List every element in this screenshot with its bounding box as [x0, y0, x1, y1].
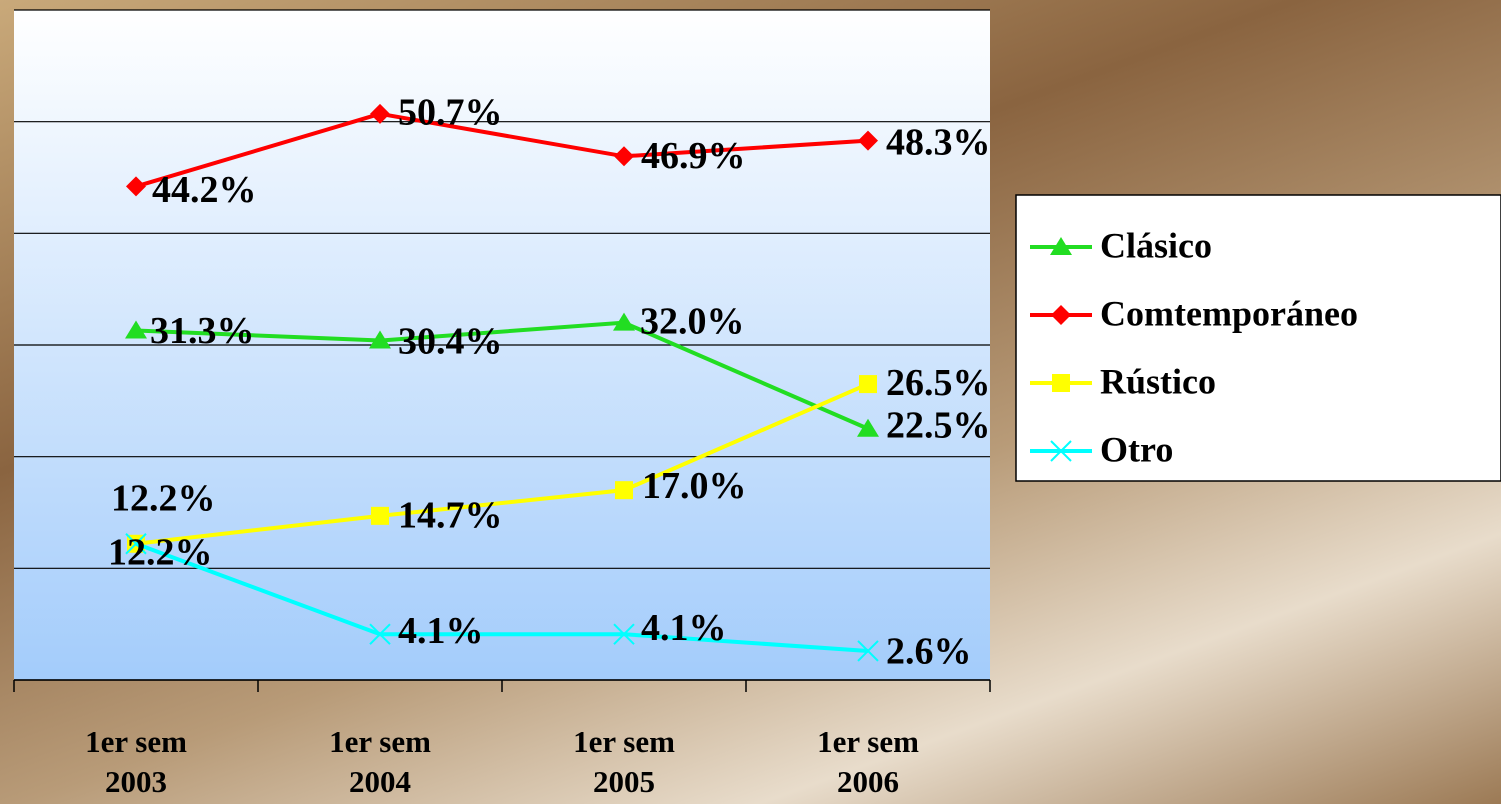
- data-label: 48.3%: [886, 121, 991, 163]
- data-label: 22.5%: [886, 404, 991, 446]
- data-point: [369, 330, 391, 349]
- data-label: 31.3%: [150, 310, 255, 352]
- data-point: [370, 103, 390, 124]
- data-label: 4.1%: [398, 610, 484, 652]
- data-point: [857, 418, 879, 437]
- data-label: 32.0%: [640, 300, 745, 342]
- series-line: [135, 111, 869, 189]
- data-point: [125, 320, 147, 339]
- x-tick-label: 1er sem 2003: [85, 724, 187, 799]
- data-label: 12.2%: [108, 531, 213, 573]
- data-label: 2.6%: [886, 631, 972, 673]
- data-point: [614, 146, 634, 167]
- legend-marker: [1050, 237, 1072, 255]
- series-line: [135, 541, 869, 653]
- data-label: 14.7%: [398, 495, 503, 537]
- data-label: 30.4%: [398, 320, 503, 362]
- data-label: 12.2%: [111, 477, 216, 519]
- data-label: 26.5%: [886, 362, 991, 404]
- data-label: 50.7%: [398, 92, 503, 134]
- x-tick-label: 1er sem 2005: [573, 724, 675, 799]
- data-point: [126, 176, 146, 197]
- data-label: 4.1%: [641, 607, 727, 649]
- data-point: [371, 506, 389, 525]
- x-tick-label: 1er sem 2006: [817, 724, 919, 799]
- data-point: [859, 375, 877, 394]
- legend-marker: [1050, 440, 1072, 462]
- data-point: [615, 481, 633, 500]
- data-point: [858, 130, 878, 151]
- legend-label: Rústico: [1100, 361, 1216, 401]
- legend-label: Clásico: [1100, 225, 1212, 265]
- legend: [1015, 194, 1501, 482]
- legend-marker: [1051, 305, 1071, 325]
- legend-label: Otro: [1100, 429, 1173, 469]
- series-line: [135, 382, 869, 546]
- data-point: [613, 312, 635, 331]
- data-point: [369, 623, 391, 645]
- data-point: [125, 533, 147, 555]
- legend-marker: [1052, 374, 1070, 392]
- data-label: 17.0%: [642, 465, 747, 507]
- legend-label: Comtemporáneo: [1100, 293, 1358, 333]
- series-line: [135, 320, 869, 431]
- data-point: [613, 623, 635, 645]
- x-tick-label: 1er sem 2004: [329, 724, 431, 799]
- data-point: [857, 640, 879, 662]
- data-label: 46.9%: [641, 135, 746, 177]
- data-label: 44.2%: [152, 169, 257, 211]
